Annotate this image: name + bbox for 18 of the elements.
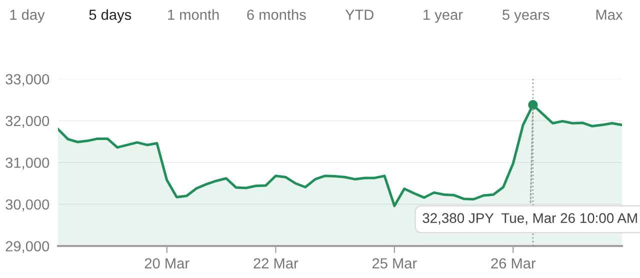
y-tick-label: 30,000 (6, 199, 50, 212)
text: 6 months (247, 9, 306, 20)
x-tick-label: 22 Mar (254, 258, 298, 269)
y-tick-label: 32,000 (6, 116, 50, 128)
y-tick-label: 33,000 (6, 74, 50, 86)
text: 5 years (502, 10, 550, 23)
y-tick-label: 31,000 (6, 158, 50, 170)
text: 1 month (168, 9, 219, 20)
annotation: 32,380 JPY Tue, Mar 26 10:00 AM (422, 213, 637, 225)
text: Max (596, 10, 623, 20)
x-tick-label: 25 Mar (372, 258, 417, 269)
y-tick-label: 29,000 (6, 241, 50, 254)
x-tick-label: 26 Mar (491, 258, 536, 269)
text: 5 days (89, 9, 132, 23)
x-tick-label: 20 Mar (144, 258, 190, 269)
text: YTD (345, 10, 374, 20)
text: 1 year (424, 10, 463, 23)
text: 1 day (10, 9, 45, 23)
